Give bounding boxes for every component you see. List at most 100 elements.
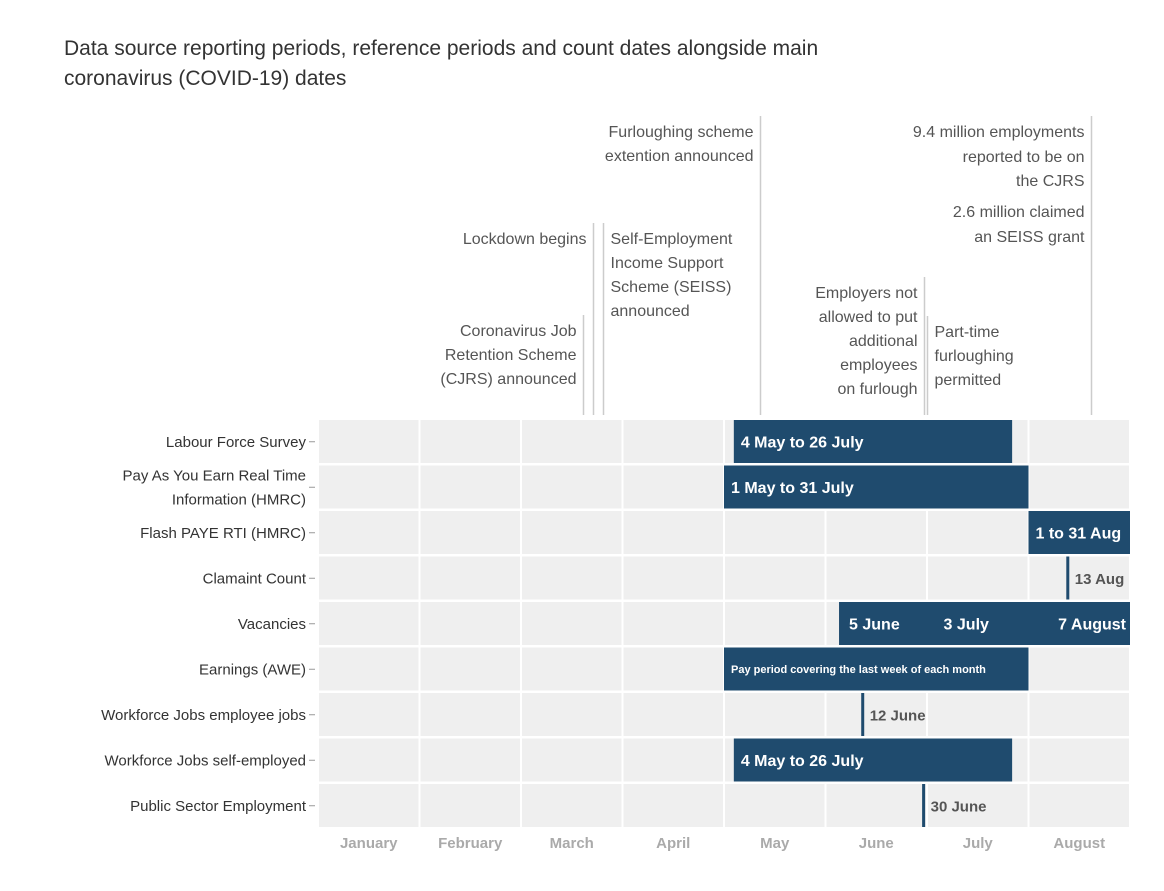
grid-cell bbox=[623, 420, 723, 463]
period-bar bbox=[839, 602, 1130, 645]
point-marker bbox=[922, 784, 926, 827]
row-labels: Labour Force Survey Pay As You Earn Real … bbox=[101, 434, 315, 815]
event-annotation: 9.4 million employments bbox=[913, 124, 1085, 141]
grid-cell bbox=[1029, 465, 1129, 509]
grid-cell bbox=[319, 784, 419, 827]
period-bar bbox=[733, 420, 1013, 463]
grid-cell bbox=[623, 693, 723, 736]
point-label: 12 June bbox=[870, 708, 926, 725]
grid-cell bbox=[420, 647, 520, 691]
grid-cell bbox=[319, 465, 419, 509]
grid-cell bbox=[420, 602, 520, 645]
event-annotation: reported to be on bbox=[963, 149, 1085, 166]
grid-cell bbox=[522, 693, 622, 736]
grid-cell bbox=[420, 420, 520, 463]
grid-cell bbox=[928, 693, 1028, 736]
event-annotation: Furloughing scheme bbox=[609, 124, 754, 141]
grid-cell bbox=[319, 602, 419, 645]
bar-label: 3 July bbox=[944, 617, 989, 634]
month-label: March bbox=[550, 835, 594, 852]
grid-cell bbox=[1029, 556, 1129, 600]
bar-label: 1 May to 31 July bbox=[731, 480, 854, 497]
period-bar bbox=[1028, 511, 1130, 554]
grid-cell bbox=[319, 738, 419, 782]
grid-cell bbox=[1029, 738, 1129, 782]
grid-cell bbox=[725, 602, 825, 645]
period-bar bbox=[724, 465, 1029, 509]
month-label: January bbox=[340, 835, 398, 852]
grid-cell bbox=[522, 647, 622, 691]
month-label: April bbox=[656, 835, 690, 852]
point-marker bbox=[861, 693, 865, 736]
grid-cell bbox=[725, 556, 825, 600]
grid-cell bbox=[623, 784, 723, 827]
grid-cell bbox=[522, 511, 622, 554]
grid-cell bbox=[420, 511, 520, 554]
grid-cell bbox=[725, 693, 825, 736]
grid-cell bbox=[319, 511, 419, 554]
point-marker bbox=[1066, 556, 1070, 600]
month-label: February bbox=[438, 835, 503, 852]
event-annotation: allowed to put bbox=[819, 309, 918, 326]
grid-cell bbox=[1029, 784, 1129, 827]
month-label: July bbox=[963, 835, 994, 852]
grid-cell bbox=[420, 693, 520, 736]
bar-label: 4 May to 26 July bbox=[741, 753, 864, 770]
period-bar bbox=[724, 647, 1029, 691]
grid-cell bbox=[522, 465, 622, 509]
bar-label: 1 to 31 Aug bbox=[1036, 526, 1122, 543]
point-label: 30 June bbox=[931, 799, 987, 816]
month-label: August bbox=[1053, 835, 1105, 852]
event-annotation: permitted bbox=[935, 372, 1002, 389]
grid-cell bbox=[420, 784, 520, 827]
period-bars: 4 May to 26 July 1 May to 31 July 1 to 31 … bbox=[724, 420, 1130, 827]
grid-cell bbox=[928, 511, 1028, 554]
grid-cell bbox=[522, 602, 622, 645]
grid-cell bbox=[319, 556, 419, 600]
event-annotation: announced bbox=[611, 303, 690, 320]
grid-cell bbox=[826, 784, 926, 827]
event-annotation: Self-Employment bbox=[611, 231, 733, 248]
row-label: Clamaint Count bbox=[203, 570, 307, 587]
row-label: Pay As You Earn Real Time bbox=[123, 467, 306, 484]
grid-cell bbox=[928, 556, 1028, 600]
row-label: Public Sector Employment bbox=[130, 798, 307, 815]
month-label: June bbox=[859, 835, 894, 852]
grid-cell bbox=[1029, 420, 1129, 463]
event-annotation: Employers not bbox=[815, 285, 918, 302]
grid-cell bbox=[420, 465, 520, 509]
grid-cell bbox=[826, 556, 926, 600]
row-label: Earnings (AWE) bbox=[199, 661, 306, 678]
grid-cell bbox=[420, 738, 520, 782]
row-label: Labour Force Survey bbox=[166, 434, 307, 451]
event-annotation: extention announced bbox=[605, 148, 754, 165]
grid-cell bbox=[319, 693, 419, 736]
month-axis: January February March April May June July Augu… bbox=[340, 835, 1105, 852]
bar-label: 5 June bbox=[849, 617, 900, 634]
event-annotation: employees bbox=[840, 357, 917, 374]
row-label: Vacancies bbox=[238, 616, 306, 633]
event-annotation: Income Support bbox=[611, 255, 725, 272]
event-annotation: additional bbox=[849, 333, 918, 350]
grid-cell bbox=[319, 647, 419, 691]
grid-cell bbox=[826, 511, 926, 554]
event-annotation: an SEISS grant bbox=[974, 229, 1085, 246]
chart-title: Data source reporting periods, reference… bbox=[64, 37, 819, 90]
event-annotation: Retention Scheme bbox=[445, 347, 577, 364]
event-annotation: (CJRS) announced bbox=[440, 371, 576, 388]
row-label: Flash PAYE RTI (HMRC) bbox=[140, 525, 306, 542]
bar-label: Pay period covering the last week of eac… bbox=[731, 664, 986, 676]
row-label: Information (HMRC) bbox=[172, 491, 306, 508]
grid-cell bbox=[420, 556, 520, 600]
bar-label: 7 August bbox=[1058, 617, 1127, 634]
grid-cell bbox=[522, 738, 622, 782]
period-bar bbox=[733, 738, 1013, 782]
grid-cell bbox=[623, 738, 723, 782]
row-label: Workforce Jobs self-employed bbox=[105, 752, 306, 769]
grid-cell bbox=[319, 420, 419, 463]
event-annotation: furloughing bbox=[935, 348, 1014, 365]
grid-cell bbox=[623, 511, 723, 554]
grid-cell bbox=[928, 784, 1028, 827]
event-annotation: 2.6 million claimed bbox=[953, 204, 1085, 221]
